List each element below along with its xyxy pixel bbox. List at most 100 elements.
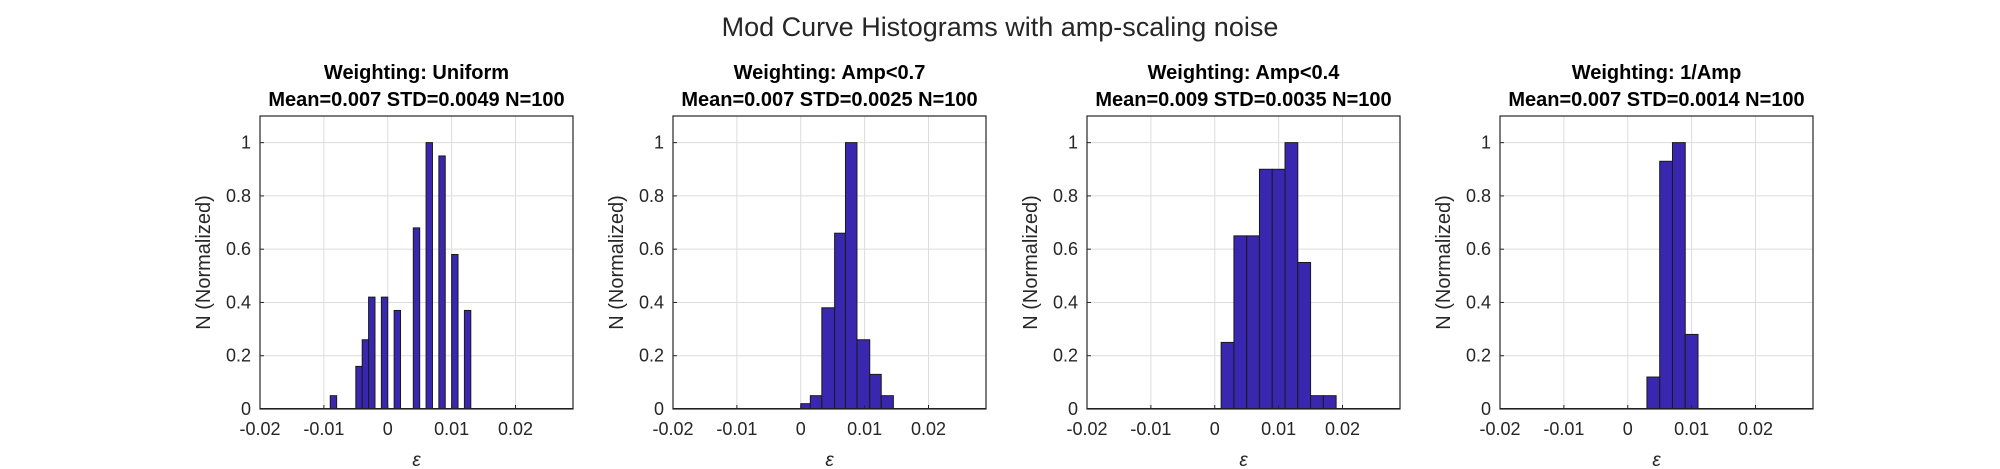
- histogram-bar: [1246, 235, 1260, 410]
- histogram-bar: [393, 309, 402, 410]
- y-tick-label: 0: [1068, 399, 1078, 419]
- axes-box: [259, 115, 574, 410]
- histogram-bar: [463, 309, 472, 410]
- histogram-bar: [1671, 142, 1686, 410]
- histogram-bar: [412, 227, 421, 410]
- histogram-bar: [809, 395, 823, 410]
- histogram-bar: [425, 142, 433, 410]
- y-tick-label: 0: [241, 399, 251, 419]
- histogram-panel-2: -0.02 -0.01 0 0.01 0.02 0 0.2 0.4 0.6 0.8 1 Weighti…: [606, 62, 987, 469]
- histogram-bar: [1271, 168, 1286, 410]
- y-tick-label: 0.2: [639, 346, 664, 366]
- y-axis-label: N (Normalized): [193, 195, 215, 329]
- x-tick-label: -0.02: [652, 419, 693, 439]
- y-axis-label: N (Normalized): [1433, 195, 1455, 329]
- histogram-bar: [834, 232, 846, 410]
- y-tick-label: 0.6: [1466, 239, 1491, 259]
- histogram-bar: [1310, 395, 1324, 410]
- histogram-bar: [368, 296, 376, 410]
- x-tick-label: -0.01: [716, 419, 757, 439]
- y-tick-label: 0: [654, 399, 664, 419]
- x-tick-label: 0.01: [847, 419, 882, 439]
- x-axis-label: ε: [1239, 450, 1248, 469]
- histogram-bar: [1684, 333, 1699, 410]
- y-tick-label: 0.2: [1466, 346, 1491, 366]
- histogram-bar: [1659, 160, 1673, 410]
- histogram-bar: [1297, 262, 1312, 410]
- x-tick-label: 0.02: [1738, 419, 1773, 439]
- y-tick-label: 1: [1068, 133, 1078, 153]
- y-tick-label: 0.4: [1466, 292, 1491, 312]
- x-axis-label: ε: [1652, 450, 1661, 469]
- axes-box: [1499, 115, 1814, 410]
- y-tick-label: 0.8: [639, 186, 664, 206]
- histogram-bar: [1646, 376, 1661, 410]
- x-tick-label: 0.01: [1674, 419, 1709, 439]
- histogram-bar: [329, 395, 338, 410]
- panel-title: Weighting: 1/Amp: [1572, 62, 1742, 84]
- histogram-panel-4: -0.02 -0.01 0 0.01 0.02 0 0.2 0.4 0.6 0.8 1 Weighti…: [1433, 62, 1814, 469]
- x-tick-label: 0.01: [1261, 419, 1296, 439]
- y-tick-label: 0.6: [639, 239, 664, 259]
- panel-title: Weighting: Amp<0.7: [734, 62, 926, 84]
- y-tick-label: 0.8: [1466, 186, 1491, 206]
- y-tick-label: 0.2: [1053, 346, 1078, 366]
- x-axis-label: ε: [825, 450, 834, 469]
- histogram-bar: [1284, 142, 1299, 410]
- panel-title: Weighting: Amp<0.4: [1148, 62, 1341, 84]
- axes-box: [1086, 115, 1401, 410]
- histogram-bar: [380, 296, 389, 410]
- y-axis-label: N (Normalized): [606, 195, 628, 329]
- y-tick-label: 0.6: [1053, 239, 1078, 259]
- x-tick-label: -0.02: [1066, 419, 1107, 439]
- x-tick-label: 0.02: [498, 419, 533, 439]
- y-tick-label: 1: [1481, 133, 1491, 153]
- histogram-bar: [869, 373, 882, 410]
- histogram-bar: [1258, 168, 1273, 410]
- x-tick-label: 0: [383, 419, 393, 439]
- histogram-panel-3: -0.02 -0.01 0 0.01 0.02 0 0.2 0.4 0.6 0.8 1 Weighti…: [1020, 62, 1401, 469]
- y-tick-label: 0.2: [226, 346, 251, 366]
- histogram-bar: [821, 307, 836, 410]
- histogram-bar: [361, 339, 370, 410]
- axes-background: [1500, 116, 1813, 409]
- x-tick-label: 0: [1210, 419, 1220, 439]
- y-tick-label: 0.8: [1053, 186, 1078, 206]
- x-tick-label: -0.01: [1130, 419, 1171, 439]
- y-tick-label: 0.4: [1053, 292, 1078, 312]
- panel-title: Weighting: Uniform: [324, 62, 509, 84]
- histogram-bar: [451, 254, 459, 410]
- y-tick-label: 0: [1481, 399, 1491, 419]
- panel-subtitle: Mean=0.007 STD=0.0025 N=100: [681, 89, 977, 111]
- y-tick-label: 0.6: [226, 239, 251, 259]
- x-tick-label: -0.02: [239, 419, 280, 439]
- x-tick-label: -0.01: [1543, 419, 1584, 439]
- y-tick-label: 1: [654, 133, 664, 153]
- histogram-bar: [1233, 235, 1248, 410]
- y-axis-label: N (Normalized): [1020, 195, 1042, 329]
- histogram-bar: [355, 365, 363, 410]
- y-tick-label: 1: [241, 133, 251, 153]
- axes-box: [672, 115, 987, 410]
- x-tick-label: 0.02: [911, 419, 946, 439]
- panel-subtitle: Mean=0.007 STD=0.0049 N=100: [268, 89, 564, 111]
- x-axis-label: ε: [412, 450, 421, 469]
- y-tick-label: 0.8: [226, 186, 251, 206]
- histogram-bar: [1322, 395, 1337, 410]
- histogram-panel-1: -0.02 -0.01 0 0.01 0.02 0 0.2 0.4 0.6 0.8 1 Weighti…: [193, 62, 574, 469]
- histogram-bar: [880, 395, 894, 410]
- histogram-bar: [1220, 341, 1235, 410]
- x-tick-label: 0.02: [1325, 419, 1360, 439]
- panel-subtitle: Mean=0.007 STD=0.0014 N=100: [1508, 89, 1804, 111]
- figure-title: Mod Curve Histograms with amp-scaling no…: [721, 12, 1279, 42]
- x-tick-label: 0: [1623, 419, 1633, 439]
- panel-subtitle: Mean=0.009 STD=0.0035 N=100: [1095, 89, 1391, 111]
- x-tick-label: -0.01: [303, 419, 344, 439]
- histogram-bar: [438, 155, 446, 410]
- x-tick-label: -0.02: [1479, 419, 1520, 439]
- x-tick-label: 0: [796, 419, 806, 439]
- histogram-bar: [844, 142, 858, 410]
- y-tick-label: 0.4: [639, 292, 664, 312]
